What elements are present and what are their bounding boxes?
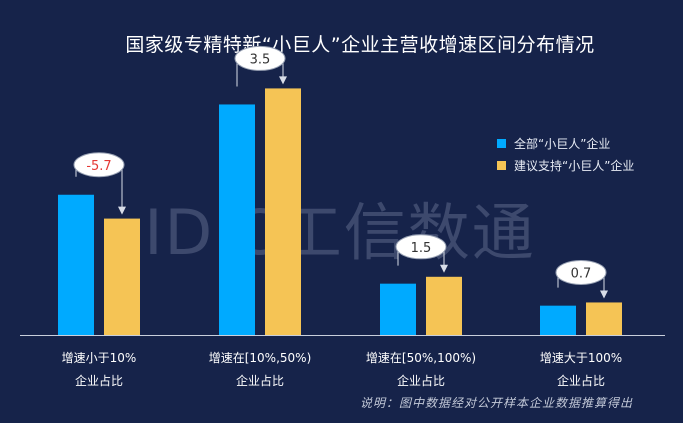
bar-recommended-2 [265, 88, 301, 336]
data-note: 说明：图中数据经对公开样本企业数据推算得出 [359, 396, 633, 410]
difference-arrow-2 [279, 76, 287, 85]
legend-item-recommended: 建议支持“小巨人”企业 [497, 154, 634, 176]
bar-all-3 [380, 283, 416, 335]
watermark: IDIC工信数通 [144, 196, 536, 269]
bar-recommended-4 [586, 302, 622, 335]
legend-label-all: 全部“小巨人”企业 [514, 136, 611, 151]
legend-item-all: 全部“小巨人”企业 [497, 132, 634, 154]
difference-label-1: -5.7 [86, 159, 111, 174]
category-label-1-line-1: 增速小于10% [62, 351, 137, 365]
difference-bubble-1 [73, 152, 125, 178]
legend-swatch-all [497, 138, 506, 148]
difference-bubble-4 [555, 259, 607, 285]
legend: 全部“小巨人”企业 建议支持“小巨人”企业 [497, 132, 634, 176]
legend-swatch-recommended [497, 160, 506, 170]
category-label-3-line-2: 企业占比 [397, 373, 445, 388]
bar-all-1 [58, 194, 94, 335]
bar-recommended-1 [104, 218, 140, 335]
difference-label-2: 3.5 [250, 52, 271, 67]
difference-label-3: 1.5 [411, 241, 432, 256]
bar-all-2 [219, 104, 255, 335]
difference-bubble-3 [395, 234, 447, 260]
category-label-2-line-1: 增速在[10%,50%) [209, 351, 312, 365]
legend-label-recommended: 建议支持“小巨人”企业 [514, 158, 635, 173]
category-label-4-line-2: 企业占比 [557, 373, 605, 388]
category-label-4-line-1: 增速大于100% [540, 351, 622, 365]
category-label-1-line-2: 企业占比 [75, 373, 123, 388]
category-label-2-line-2: 企业占比 [236, 373, 284, 388]
difference-arrow-4 [600, 290, 608, 299]
bar-all-4 [540, 305, 576, 335]
difference-label-4: 0.7 [571, 266, 592, 281]
category-label-3-line-1: 增速在[50%,100%) [366, 351, 476, 365]
difference-arrow-3 [440, 264, 448, 273]
bar-recommended-3 [426, 276, 462, 335]
difference-bubble-2 [234, 45, 286, 71]
difference-arrow-1 [118, 206, 126, 215]
